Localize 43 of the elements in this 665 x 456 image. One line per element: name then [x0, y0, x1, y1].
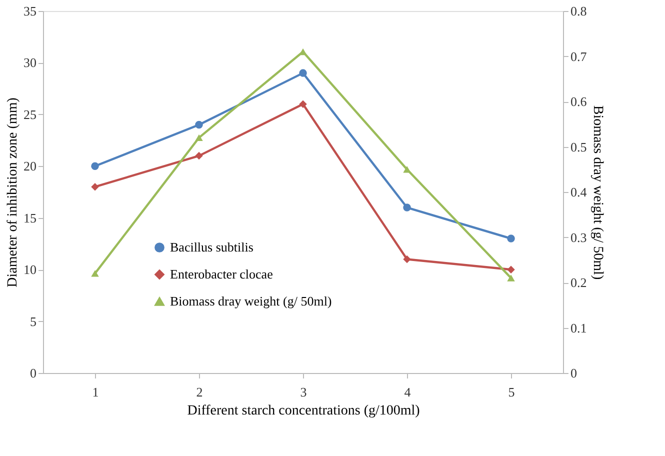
point	[299, 48, 307, 56]
x-tick-label: 3	[300, 384, 307, 400]
y-tick-label: 5	[30, 314, 36, 329]
point	[91, 270, 99, 277]
point	[195, 134, 203, 142]
x-tick-label: 1	[92, 384, 99, 400]
point	[403, 204, 411, 212]
y-tick-label: 35	[24, 4, 36, 18]
x-axis-title: Different starch concentrations (g/100ml)	[187, 404, 420, 418]
legend-label: Bacillus subtilis	[170, 240, 254, 254]
point	[91, 182, 99, 191]
point	[403, 166, 411, 173]
point	[507, 266, 515, 274]
point	[507, 274, 515, 282]
y2-tick-label: 0.6	[570, 94, 588, 109]
point	[91, 162, 99, 170]
y-tick-label: 25	[24, 106, 36, 122]
legend-label: Biomass dray weight (g/ 50ml)	[170, 294, 332, 308]
y2-tick-label: 0.7	[570, 48, 588, 64]
x-tick-label: 5	[508, 384, 515, 400]
y-tick-label: 0	[30, 366, 36, 380]
y-tick-label: 30	[24, 55, 36, 70]
point	[403, 255, 411, 264]
y2-tick-label: 0.1	[570, 320, 587, 336]
x-tick-label: 2	[196, 384, 203, 400]
y2-axis-title: Biomass dray weight (g/ 50ml)	[590, 105, 605, 280]
point	[507, 234, 515, 242]
y-tick-label: 10	[24, 262, 36, 278]
y2-tick-label: 0.4	[570, 184, 588, 200]
point	[195, 152, 203, 160]
legend-label: Enterobacter clocae	[170, 266, 274, 282]
point	[299, 69, 307, 77]
y-tick-label: 20	[24, 158, 36, 174]
x-tick-label: 4	[404, 384, 412, 400]
y2-tick-label: 0	[570, 366, 577, 380]
y2-tick-label: 0.3	[570, 230, 587, 245]
y-axis-title: Diameter of inhibition zone (mm)	[6, 97, 20, 288]
y2-tick-label: 0.8	[570, 4, 587, 18]
y2-tick-label: 0.2	[570, 275, 587, 290]
point	[195, 120, 203, 129]
y-tick-label: 15	[24, 210, 36, 226]
y2-tick-label: 0.5	[570, 139, 587, 154]
point	[299, 100, 307, 108]
